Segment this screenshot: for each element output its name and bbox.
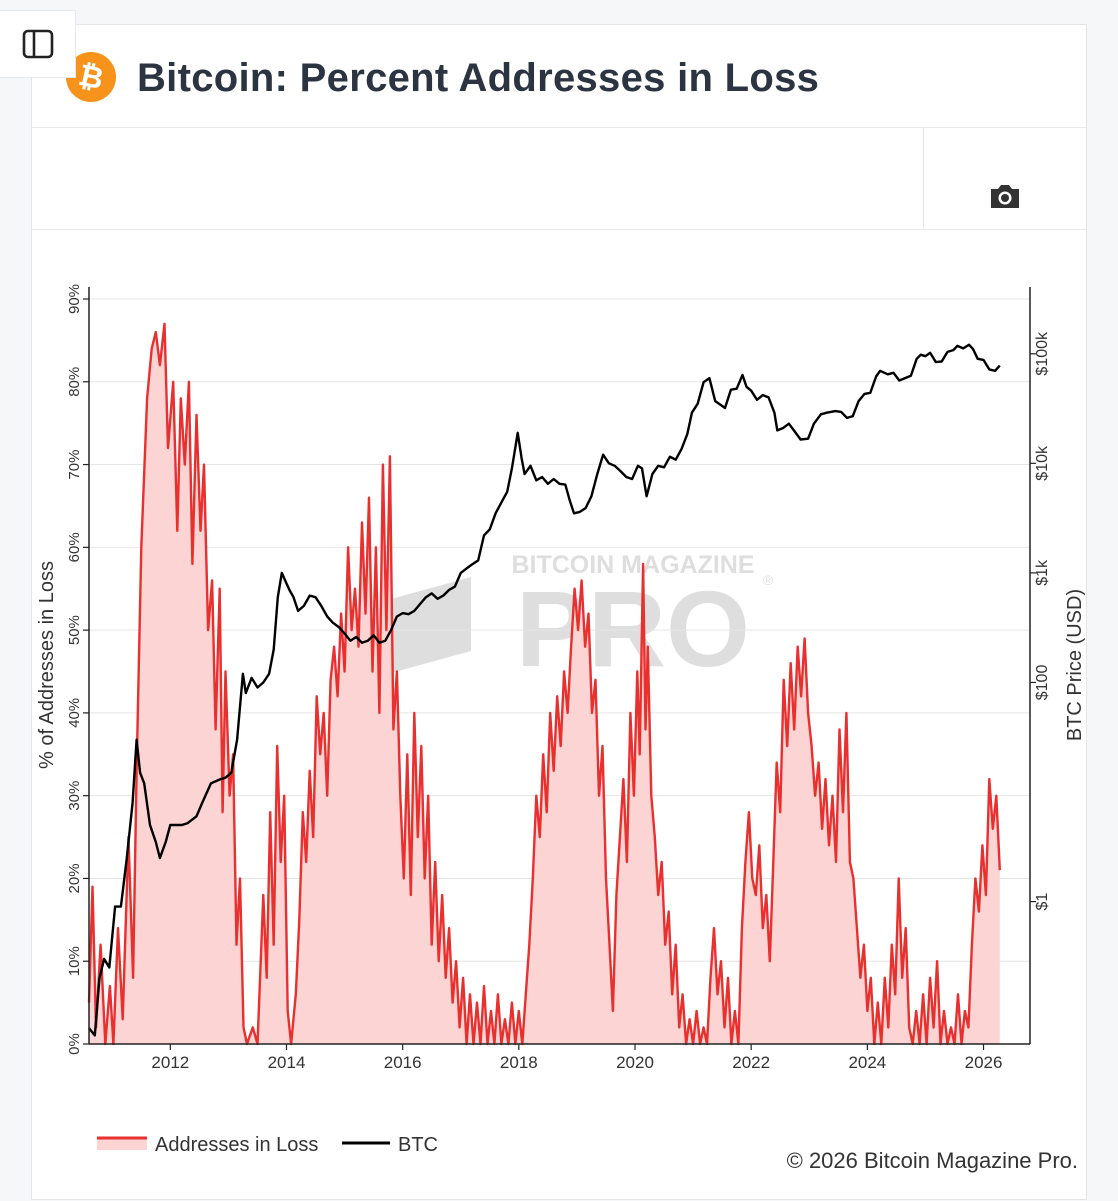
bitcoin-logo-icon: ₿ <box>66 52 116 102</box>
y-tick-label: 70% <box>66 450 83 480</box>
x-tick-label: 2024 <box>848 1053 886 1072</box>
screenshot-button[interactable] <box>982 176 1028 216</box>
x-tick-label: 2012 <box>151 1053 189 1072</box>
x-tick-label: 2018 <box>500 1053 538 1072</box>
y-tick-label: 30% <box>66 781 83 811</box>
watermark: BITCOIN MAGAZINE PRO ® <box>391 551 774 689</box>
sidebar-toggle-icon <box>22 29 53 59</box>
page-title: Bitcoin: Percent Addresses in Loss <box>137 56 820 100</box>
loss-area-fill <box>89 323 1000 1044</box>
legend-loss-swatch-fill <box>97 1138 147 1150</box>
x-tick-label: 2022 <box>732 1053 770 1072</box>
y-tick-label: 80% <box>66 367 83 397</box>
y2-tick-label: $1 <box>1034 893 1051 911</box>
y-tick-label: 10% <box>66 946 83 976</box>
sidebar-toggle-button[interactable] <box>0 10 76 78</box>
chart-toolbar <box>32 128 1086 230</box>
watermark-line2: PRO <box>516 568 750 689</box>
right-y-axis-label: BTC Price (USD) <box>1064 589 1086 741</box>
watermark-line1: BITCOIN MAGAZINE <box>511 551 754 579</box>
y-tick-label: 90% <box>66 284 83 314</box>
watermark-registered-mark: ® <box>763 572 774 588</box>
y-tick-label: 20% <box>66 863 83 893</box>
chart-card: ₿ Bitcoin: Percent Addresses in Loss BIT… <box>31 24 1087 1200</box>
camera-icon <box>991 185 1019 208</box>
toolbar-divider <box>923 128 924 229</box>
legend-btc-label[interactable]: BTC <box>398 1134 438 1156</box>
y2-tick-label: $100 <box>1034 665 1051 701</box>
x-tick-label: 2026 <box>965 1053 1003 1072</box>
left-y-axis-label: % of Addresses in Loss <box>36 561 58 769</box>
loss-line <box>87 322 1001 1046</box>
y-tick-label: 60% <box>66 532 83 562</box>
y2-tick-label: $100k <box>1034 331 1051 376</box>
btc-price-series <box>88 343 1001 1037</box>
chart-legend: Addresses in Loss BTC <box>97 1134 438 1156</box>
y2-tick-label: $10k <box>1034 445 1051 481</box>
right-y-axis-ticks: $1 $100 $1k $10k $100k <box>1030 331 1051 910</box>
y2-tick-label: $1k <box>1034 559 1051 586</box>
addresses-in-loss-series <box>87 322 1001 1046</box>
x-tick-label: 2016 <box>384 1053 422 1072</box>
watermark-bars-icon <box>391 577 471 673</box>
left-y-axis-ticks: 0% 10% 20% 30% 40% 50% 60% 70% 80% 90% <box>66 284 89 1055</box>
copyright-text: © 2026 Bitcoin Magazine Pro. <box>786 1148 1078 1173</box>
y-tick-label: 0% <box>66 1033 83 1055</box>
y-tick-label: 50% <box>66 615 83 645</box>
chart-header: ₿ Bitcoin: Percent Addresses in Loss <box>32 25 1086 128</box>
x-tick-label: 2014 <box>268 1053 306 1072</box>
x-tick-label: 2020 <box>616 1053 654 1072</box>
y-tick-label: 40% <box>66 698 83 728</box>
legend-loss-label[interactable]: Addresses in Loss <box>155 1134 318 1156</box>
x-axis-ticks: 2012 2014 2016 2018 2020 2022 2024 2026 <box>151 1044 1002 1072</box>
btc-price-line <box>88 343 1001 1037</box>
